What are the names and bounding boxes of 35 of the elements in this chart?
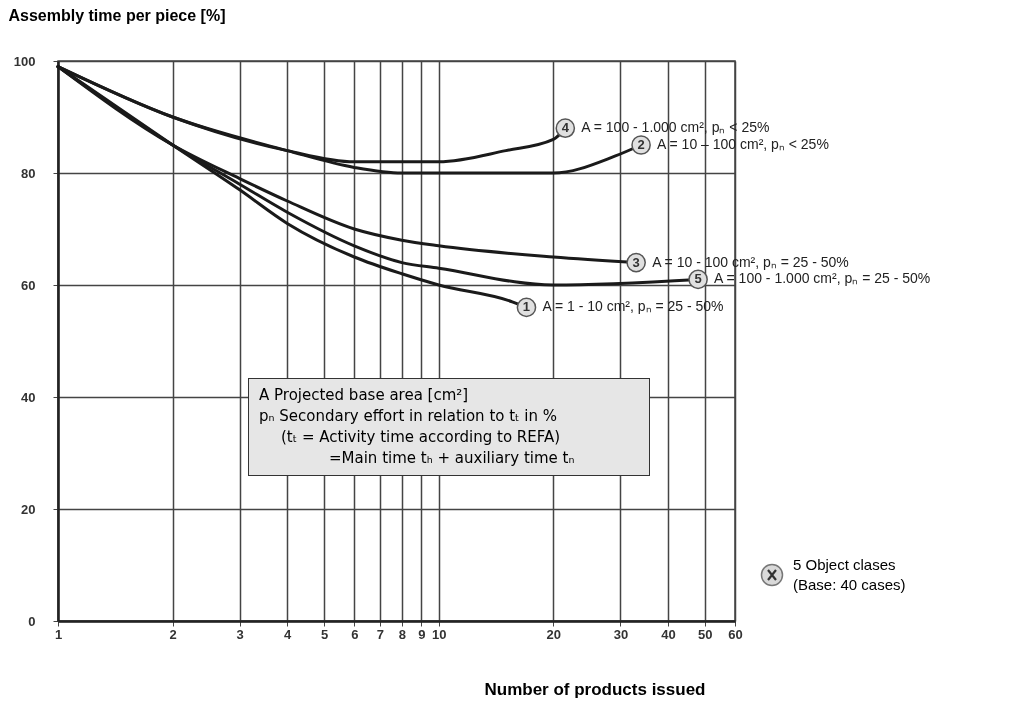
x-axis-title: Number of products issued [484, 679, 706, 699]
y-tick-label: 20 [21, 501, 36, 517]
series-label: 3 [632, 254, 640, 270]
x-tick-label: 2 [169, 626, 177, 642]
series-label: 4 [561, 120, 570, 136]
text: 5 Object clases [793, 555, 897, 575]
y-axis-title: Assembly time per piece [%] [8, 6, 226, 24]
x-tick-label: 8 [398, 626, 406, 642]
y-tick-label: 40 [21, 389, 36, 405]
x-tick-label: 9 [418, 626, 426, 642]
x-tick-label: 3 [236, 626, 244, 642]
y-tick-label: 60 [21, 277, 36, 293]
annotation: =Main time tₕ + auxiliary time tₙ [328, 448, 576, 469]
series-label: 1 [522, 299, 531, 315]
text: (Base: 40 cases) [793, 575, 906, 595]
y-tick-label: 0 [28, 613, 36, 629]
annotation: A Projected base area [cm²] [259, 385, 470, 406]
x-tick-label: 5 [321, 626, 329, 642]
annotation: pₙ Secondary effort in relation to tₜ in % [259, 406, 558, 427]
x-tick-label: 40 [661, 626, 676, 642]
series-label: 5 [694, 271, 702, 287]
annotation: A = 100 - 1.000 cm², pₙ = 25 - 50% [714, 270, 931, 287]
x-tick-label: 4 [284, 626, 293, 642]
x-tick-label: 20 [546, 626, 562, 642]
x-tick-label: 50 [698, 626, 713, 642]
x-tick-label: 1 [54, 626, 63, 642]
annotation: (tₜ = Activity time according to REFA) [280, 427, 562, 448]
x-tick-label: 7 [376, 626, 384, 642]
series-label: 2 [637, 137, 645, 152]
y-tick-label: 100 [13, 53, 36, 69]
x-tick-label: 6 [351, 626, 359, 642]
x-tick-label: 60 [728, 626, 743, 642]
x-tick-label: 10 [432, 626, 447, 642]
y-tick-label: 80 [21, 165, 36, 181]
x-tick-label: 30 [613, 626, 629, 642]
